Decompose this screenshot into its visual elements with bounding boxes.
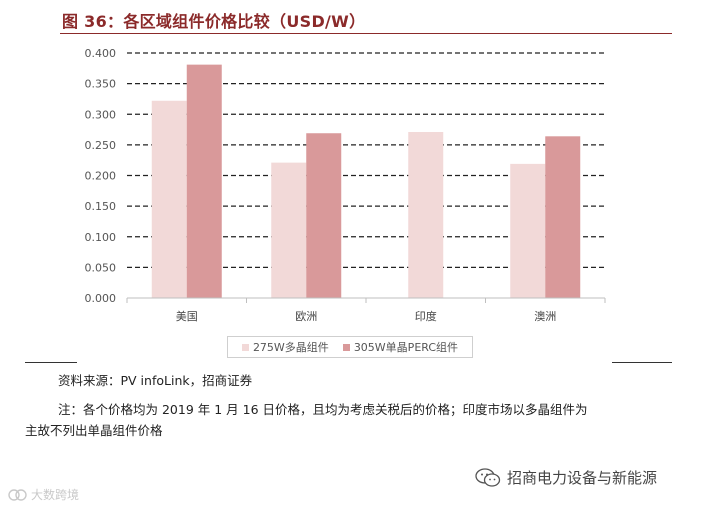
- x-axis: [126, 297, 606, 303]
- x-tick-label: 印度: [415, 309, 437, 323]
- y-tick-label: 0.050: [85, 261, 117, 274]
- watermark: 大数跨境: [8, 486, 79, 503]
- footer-brand: 招商电力设备与新能源: [475, 467, 657, 488]
- bar-1-3: [408, 132, 444, 298]
- legend: 275W多晶组件 305W单晶PERC组件: [227, 336, 473, 358]
- bar-1-1: [151, 100, 187, 299]
- y-tick-label: 0.350: [85, 78, 117, 91]
- y-tick-label: 0.400: [85, 47, 117, 60]
- x-tick-label: 澳洲: [534, 310, 556, 323]
- x-tick-label: 欧洲: [295, 310, 317, 323]
- bars: [151, 64, 581, 299]
- wechat-icon: [475, 467, 501, 487]
- bar-2-1: [186, 64, 222, 298]
- note-text: 注：各个价格均为 2019 年 1 月 16 日价格，且均为考虑关税后的价格；印…: [25, 399, 678, 441]
- y-tick-label: 0.200: [85, 170, 117, 183]
- legend-swatch: [342, 343, 350, 351]
- legend-label: 275W多晶组件: [252, 341, 329, 354]
- y-axis-ticks: 0.000 0.050 0.100 0.150 0.200 0.250 0.300 0.350…: [85, 47, 117, 305]
- footer-brand-text: 招商电力设备与新能源: [507, 469, 658, 487]
- bar-1-4: [510, 163, 546, 298]
- legend-swatch: [241, 343, 249, 351]
- note-line-2: 主故不列出单晶组件价格: [25, 423, 163, 438]
- source-divider-left: [25, 362, 77, 363]
- y-tick-label: 0.250: [85, 139, 117, 152]
- title-divider: [60, 33, 672, 34]
- watermark-text: 大数跨境: [31, 488, 80, 502]
- legend-item-series-1: 275W多晶组件: [241, 339, 329, 355]
- watermark-logo-icon: [8, 488, 27, 501]
- y-tick-label: 0.150: [85, 200, 117, 213]
- chart-title: 图 36：各区域组件价格比较（USD/W）: [62, 12, 366, 31]
- x-axis-ticks: 美国 欧洲 印度 澳洲: [176, 309, 557, 323]
- y-tick-label: 0.000: [85, 292, 117, 305]
- bar-chart: 0.000 0.050 0.100 0.150 0.200 0.250 0.300 0.350…: [85, 47, 606, 323]
- x-tick-label: 美国: [176, 310, 198, 323]
- bar-2-4: [545, 136, 581, 298]
- y-tick-label: 0.100: [85, 231, 117, 244]
- bar-1-2: [271, 162, 307, 298]
- legend-item-series-2: 305W单晶PERC组件: [342, 339, 459, 355]
- source-divider-right: [612, 362, 672, 363]
- legend-label: 305W单晶PERC组件: [353, 341, 459, 354]
- note-line-1: 注：各个价格均为 2019 年 1 月 16 日价格，且均为考虑关税后的价格；印…: [58, 402, 588, 417]
- source-text: 资料来源：PV infoLink，招商证券: [58, 373, 253, 388]
- y-tick-label: 0.300: [85, 108, 117, 121]
- bar-2-2: [306, 133, 342, 298]
